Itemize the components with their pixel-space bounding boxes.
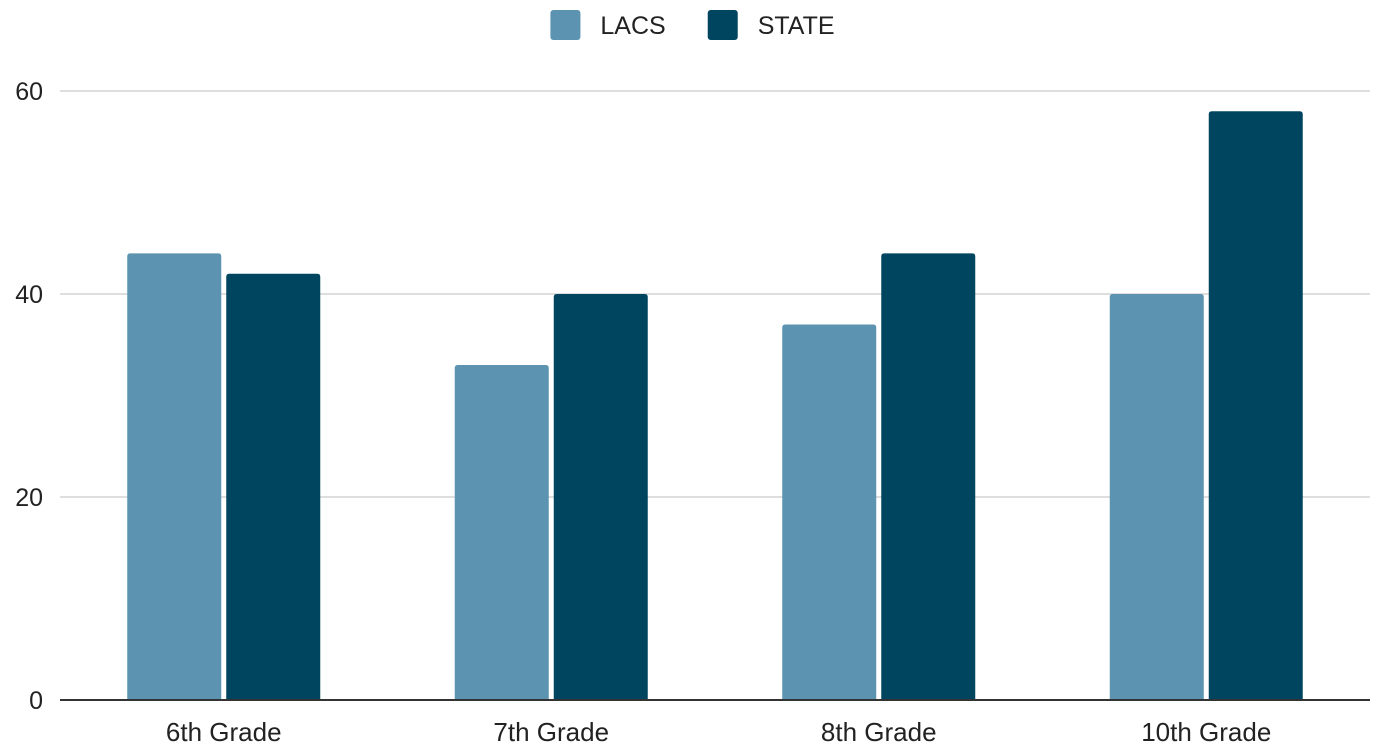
y-tick-label: 60: [15, 78, 43, 106]
x-tick-label: 6th Grade: [166, 717, 282, 745]
bar-lacs-2: [782, 324, 877, 700]
legend-swatch-lacs: [550, 10, 581, 40]
y-tick-label: 40: [15, 281, 43, 309]
y-tick-label: 0: [29, 687, 43, 715]
bar-lacs-1: [454, 365, 549, 700]
bar-state-2: [881, 253, 976, 700]
legend-swatch-state: [707, 10, 738, 40]
bar-state-1: [553, 294, 648, 700]
bar-state-0: [226, 273, 321, 700]
x-tick-label: 7th Grade: [493, 717, 609, 745]
legend: LACS STATE: [550, 10, 835, 40]
axes: 0 20 40 60 6th Grade 7th Grade 8th Grade 10th G…: [15, 78, 1370, 747]
bars: [127, 111, 1303, 701]
x-tick-label: 10th Grade: [1141, 717, 1271, 745]
x-tick-label: 8th Grade: [821, 717, 937, 745]
y-tick-label: 20: [15, 484, 43, 512]
bar-state-3: [1208, 111, 1303, 701]
legend-label-state: STATE: [758, 12, 835, 40]
bar-lacs-3: [1109, 294, 1204, 700]
bar-lacs-0: [127, 253, 222, 700]
legend-label-lacs: LACS: [600, 12, 665, 40]
